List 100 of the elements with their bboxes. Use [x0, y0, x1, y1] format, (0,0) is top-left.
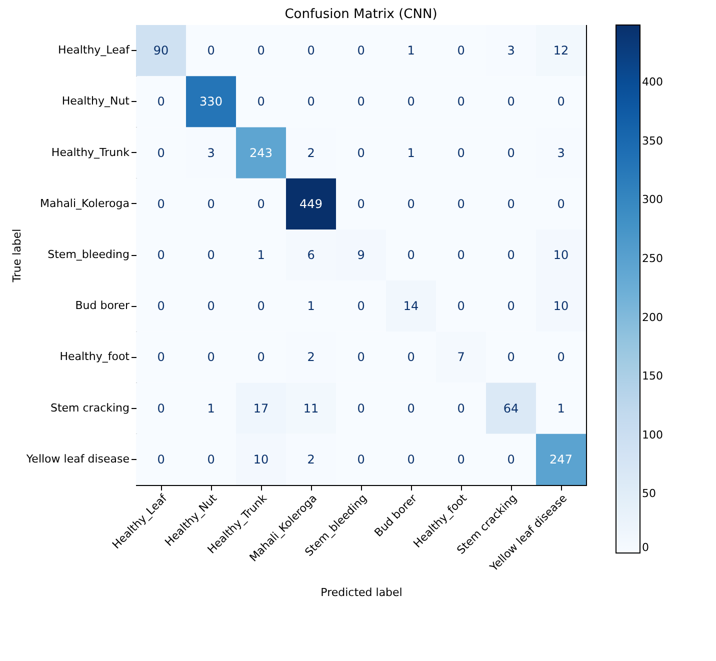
data-label: 1 — [407, 44, 415, 58]
data-label: 1 — [257, 248, 265, 262]
data-label: 0 — [507, 452, 515, 466]
data-label: 0 — [257, 94, 265, 109]
data-label: 0 — [407, 350, 415, 364]
data-label: 9 — [357, 248, 365, 262]
data-label: 0 — [457, 401, 465, 416]
data-label: 0 — [157, 196, 165, 211]
color-bar-label: 150 — [642, 370, 663, 383]
data-label: 0 — [257, 44, 265, 58]
data-label: 449 — [300, 196, 322, 211]
data-label: 0 — [207, 44, 215, 58]
data-label: 90 — [153, 44, 169, 58]
data-label: 0 — [257, 350, 265, 364]
data-label: 0 — [207, 452, 215, 466]
data-label: 10 — [553, 299, 569, 314]
data-label: 0 — [157, 146, 165, 160]
data-label: 0 — [407, 248, 415, 262]
data-label: 1 — [207, 401, 215, 416]
data-label: 0 — [207, 248, 215, 262]
data-label: 0 — [157, 452, 165, 466]
data-label: 0 — [257, 196, 265, 211]
data-label: 64 — [503, 401, 519, 416]
data-label: 0 — [207, 350, 215, 364]
data-label: 0 — [157, 248, 165, 262]
data-label: 10 — [253, 452, 269, 466]
color-bar-label: 250 — [642, 252, 663, 266]
data-label: 6 — [307, 248, 315, 262]
y-tick-label: Healthy_Trunk — [51, 146, 130, 159]
data-label: 0 — [507, 196, 515, 211]
data-label: 0 — [457, 299, 465, 314]
data-label: 0 — [207, 299, 215, 314]
color-bar-label: 0 — [642, 541, 649, 554]
data-label: 0 — [357, 299, 365, 314]
data-label: 2 — [307, 452, 315, 466]
y-tick-label: Yellow leaf disease — [25, 452, 130, 466]
color-bar-label: 50 — [642, 487, 656, 500]
data-label: 0 — [407, 401, 415, 416]
data-label: 0 — [507, 350, 515, 364]
data-label: 0 — [257, 299, 265, 314]
data-label: 3 — [207, 146, 215, 160]
data-label: 3 — [507, 44, 515, 58]
y-tick-label: Healthy_foot — [60, 350, 130, 364]
data-label: 11 — [303, 401, 319, 416]
data-label: 0 — [407, 452, 415, 466]
color-bar-label: 100 — [642, 428, 663, 442]
data-label: 0 — [557, 350, 565, 364]
data-label: 17 — [253, 401, 269, 416]
y-tick-label: Stem cracking — [50, 401, 130, 414]
y-tick-label: Stem_bleeding — [48, 248, 130, 261]
data-label: 1 — [557, 401, 565, 416]
data-label: 14 — [403, 299, 419, 314]
data-label: 0 — [457, 248, 465, 262]
color-bar-label: 300 — [642, 193, 663, 206]
x-axis-title: Predicted label — [320, 586, 402, 600]
data-label: 0 — [357, 146, 365, 160]
data-label: 2 — [307, 146, 315, 160]
data-label: 0 — [557, 196, 565, 211]
data-label: 0 — [307, 44, 315, 58]
y-axis-title: True label — [10, 228, 24, 284]
data-label: 0 — [157, 299, 165, 314]
data-label: 0 — [157, 350, 165, 364]
data-label: 0 — [307, 94, 315, 109]
data-label: 2 — [307, 350, 315, 364]
data-label: 0 — [457, 44, 465, 58]
data-label: 0 — [507, 94, 515, 109]
data-label: 0 — [207, 196, 215, 211]
data-label: 0 — [457, 196, 465, 211]
data-label: 0 — [357, 94, 365, 109]
data-label: 0 — [357, 350, 365, 364]
y-tick-label: Healthy_Leaf — [58, 44, 131, 57]
data-label: 0 — [457, 146, 465, 160]
color-bar-label: 200 — [642, 310, 663, 324]
data-label: 10 — [553, 248, 569, 262]
data-label: 12 — [553, 44, 569, 58]
color-bar-label: 350 — [642, 134, 663, 148]
data-label: 0 — [407, 196, 415, 211]
data-label: 0 — [507, 146, 515, 160]
color-bar-label: 400 — [642, 76, 663, 89]
data-label: 0 — [407, 94, 415, 109]
data-label: 0 — [557, 94, 565, 109]
data-label: 7 — [457, 350, 465, 364]
data-label: 0 — [457, 94, 465, 109]
data-label: 330 — [200, 94, 222, 109]
data-label: 0 — [507, 248, 515, 262]
y-tick-label: Mahali_Koleroga — [40, 196, 130, 210]
data-label: 0 — [157, 401, 165, 416]
chart-title: Confusion Matrix (CNN) — [284, 7, 438, 22]
data-label: 0 — [507, 299, 515, 314]
y-tick-label: Bud borer — [75, 299, 130, 312]
data-label: 243 — [250, 146, 272, 160]
data-label: 0 — [357, 401, 365, 416]
data-label: 0 — [457, 452, 465, 466]
data-label: 0 — [157, 94, 165, 109]
data-label: 1 — [407, 146, 415, 160]
data-label: 1 — [307, 299, 315, 314]
data-label: 0 — [357, 196, 365, 211]
data-label: 0 — [357, 452, 365, 466]
y-tick-label: Healthy_Nut — [62, 94, 130, 108]
data-label: 0 — [357, 44, 365, 58]
